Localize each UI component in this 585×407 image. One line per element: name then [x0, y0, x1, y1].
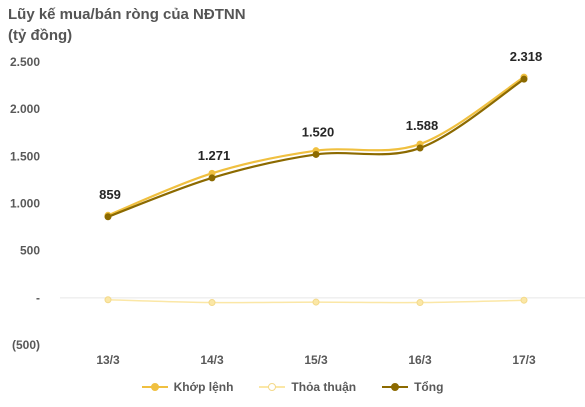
data-point-thoa-thuan: [520, 296, 528, 304]
legend-swatch: [259, 383, 286, 391]
data-label: 1.588: [406, 118, 439, 133]
data-label: 2.318: [510, 49, 543, 64]
data-label: 1.271: [198, 148, 231, 163]
y-tick-label: 2.500: [10, 55, 40, 69]
data-point-tong: [208, 174, 216, 182]
series-line-khop-lenh: [107, 76, 525, 217]
y-tick-label: 1.000: [10, 197, 40, 211]
data-point-thoa-thuan: [416, 299, 424, 307]
data-point-thoa-thuan: [312, 298, 320, 306]
legend-label: Khớp lệnh: [173, 380, 234, 394]
x-tick-label: 16/3: [408, 353, 432, 367]
legend-swatch: [382, 383, 409, 391]
data-point-thoa-thuan: [208, 299, 216, 307]
legend-swatch: [141, 383, 168, 391]
chart-unit: (tỷ đồng): [8, 27, 73, 44]
x-tick-label: 15/3: [304, 353, 328, 367]
y-tick-label: 2.000: [10, 102, 40, 116]
y-tick-label: 1.500: [10, 149, 40, 163]
data-point-tong: [520, 75, 528, 83]
data-point-tong: [416, 144, 424, 152]
data-point-tong: [104, 213, 112, 221]
y-tick-label: -: [36, 291, 40, 305]
data-label: 1.520: [302, 124, 335, 139]
data-point-thoa-thuan: [104, 296, 112, 304]
chart-legend: Khớp lệnh Thỏa thuận Tổng: [0, 380, 585, 394]
x-tick-label: 13/3: [96, 353, 120, 367]
legend-label: Thỏa thuận: [291, 380, 357, 394]
legend-item-tong: Tổng: [382, 380, 443, 394]
legend-label: Tổng: [414, 380, 444, 394]
data-point-tong: [312, 150, 320, 158]
chart-title-block: Lũy kế mua/bán ròng của NĐTNN (tỷ đồng): [8, 4, 246, 46]
legend-item-khop-lenh: Khớp lệnh: [141, 380, 234, 394]
x-tick-label: 17/3: [512, 353, 536, 367]
chart-title: Lũy kế mua/bán ròng của NĐTNN: [8, 6, 246, 23]
data-label: 859: [99, 187, 121, 202]
y-tick-label: 500: [20, 244, 40, 258]
y-tick-label: (500): [12, 338, 40, 352]
legend-item-thoa-thuan: Thỏa thuận: [259, 380, 356, 394]
x-tick-label: 14/3: [200, 353, 224, 367]
